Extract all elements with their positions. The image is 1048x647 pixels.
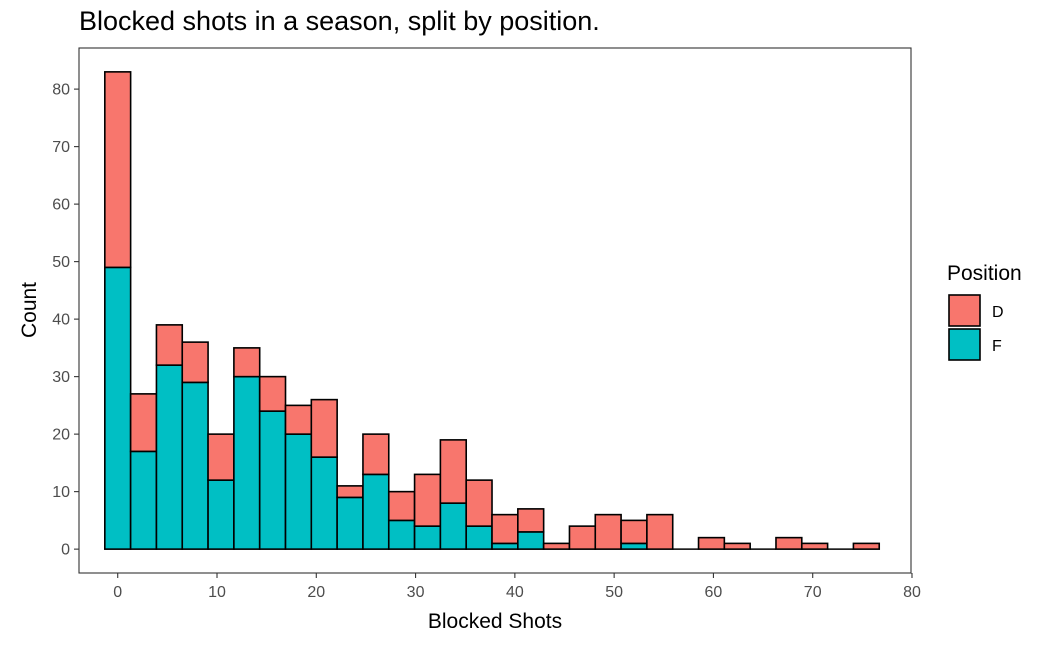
y-tick-label: 60 <box>52 197 70 214</box>
chart-title: Blocked shots in a season, split by posi… <box>79 6 600 36</box>
y-tick-label: 40 <box>52 312 70 329</box>
bar-f <box>413 525 442 550</box>
bar-d <box>310 398 338 458</box>
bar-d <box>697 536 726 550</box>
y-axis: 0 10 20 30 40 50 60 70 80 <box>52 82 79 559</box>
bar-d <box>517 508 545 533</box>
bar-f <box>258 410 287 550</box>
x-tick-label: 0 <box>113 584 122 601</box>
x-tick-label: 70 <box>804 584 822 601</box>
bar-f <box>517 531 545 550</box>
x-tick-label: 60 <box>705 584 723 601</box>
bar-d <box>181 341 209 384</box>
legend-key-f <box>948 328 981 361</box>
bar-d <box>336 485 364 499</box>
bar-f <box>233 375 261 550</box>
bar-d <box>491 513 519 545</box>
x-tick-label: 20 <box>307 584 325 601</box>
x-tick-label: 40 <box>506 584 524 601</box>
legend-label-f: F <box>992 338 1002 355</box>
bar-f <box>207 479 235 550</box>
bar-d <box>646 513 674 550</box>
bar-d <box>723 542 751 550</box>
legend-label-d: D <box>992 304 1004 321</box>
bar-d <box>362 433 390 476</box>
y-tick-label: 10 <box>52 484 70 501</box>
bar-f <box>439 502 468 550</box>
x-axis-title: Blocked Shots <box>428 610 562 633</box>
bar-d <box>129 393 158 453</box>
bar-f <box>181 381 209 550</box>
bar-d <box>439 439 468 504</box>
legend: Position DF <box>947 262 1022 361</box>
bar-d <box>104 71 132 269</box>
legend-key-d <box>948 294 981 327</box>
bar-f <box>129 450 158 550</box>
y-tick-label: 50 <box>52 254 70 271</box>
x-tick-label: 50 <box>605 584 623 601</box>
bar-f <box>362 473 390 550</box>
bar-d <box>465 479 493 527</box>
bar-d <box>413 473 442 527</box>
x-tick-label: 80 <box>903 584 921 601</box>
bar-f <box>284 433 313 550</box>
bar-f <box>620 542 648 550</box>
bar-f <box>387 519 416 550</box>
x-tick-label: 30 <box>407 584 425 601</box>
bar-d <box>155 324 184 366</box>
y-tick-label: 30 <box>52 369 70 386</box>
bar-d <box>258 375 287 412</box>
bar-d <box>800 542 829 550</box>
bar-d <box>542 542 571 550</box>
bar-f <box>310 456 338 550</box>
bar-d <box>284 404 313 435</box>
bar-d <box>233 347 261 378</box>
y-tick-label: 80 <box>52 82 70 99</box>
y-tick-label: 70 <box>52 139 70 156</box>
bar-f <box>491 542 519 550</box>
y-axis-title: Count <box>18 282 41 338</box>
bar-f <box>465 525 493 550</box>
bar-d <box>620 519 648 545</box>
bar-d <box>207 433 235 481</box>
bar-d <box>594 513 622 550</box>
y-tick-label: 0 <box>61 542 70 559</box>
x-axis: 0 10 20 30 40 50 60 70 80 <box>113 573 921 601</box>
bar-d <box>852 542 881 550</box>
bar-d <box>775 536 803 550</box>
bars <box>104 71 881 550</box>
bar-d <box>568 525 597 550</box>
bar-f <box>336 496 364 550</box>
legend-title: Position <box>947 262 1022 285</box>
bar-d <box>387 490 416 522</box>
bar-f <box>104 266 132 550</box>
y-tick-label: 20 <box>52 427 70 444</box>
bar-f <box>155 364 184 550</box>
x-tick-label: 10 <box>208 584 226 601</box>
